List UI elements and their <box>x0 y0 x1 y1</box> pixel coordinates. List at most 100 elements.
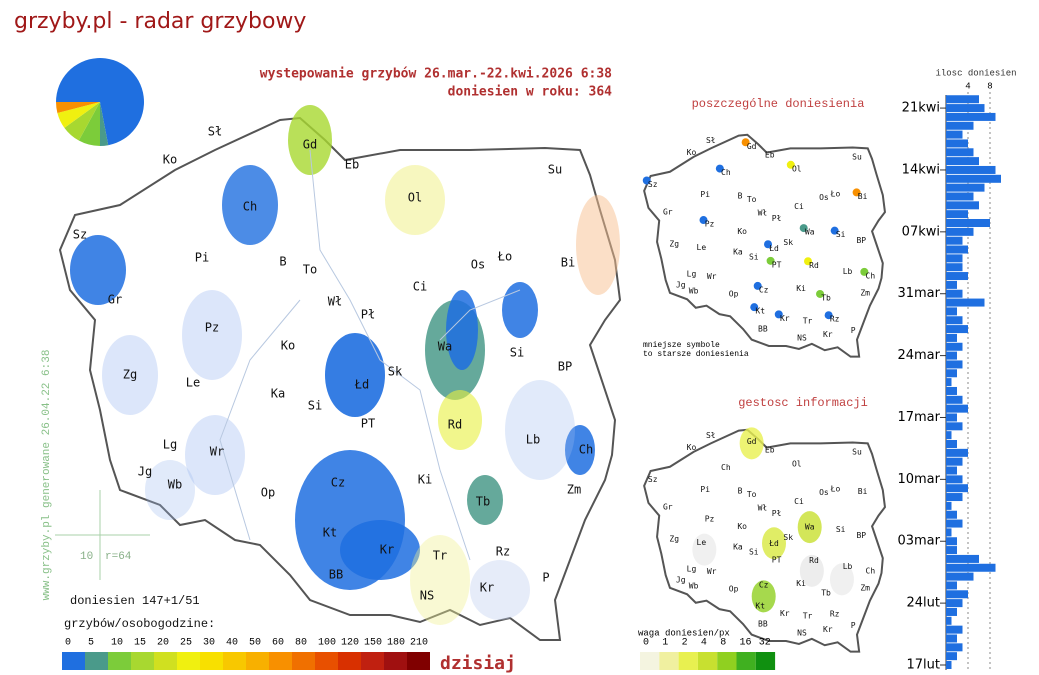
map-label: Jg <box>676 281 686 290</box>
legend-swatch <box>640 652 660 670</box>
map-label: Łd <box>768 539 779 548</box>
histogram-title: ilosc doniesien <box>935 68 1016 78</box>
histogram-bar <box>946 404 968 413</box>
map-label: Ci <box>794 202 804 211</box>
map-label: Wb <box>168 478 182 492</box>
histogram-bar <box>946 378 952 387</box>
map-label: Lg <box>687 564 697 573</box>
report-dot <box>786 160 795 169</box>
map-label: B <box>279 255 286 269</box>
histogram-bar <box>946 174 1001 183</box>
map-label: Bi <box>858 487 868 496</box>
map-label: P <box>851 326 856 335</box>
map-label: Pz <box>205 321 219 335</box>
legend-label: 0 <box>643 638 649 649</box>
map-label: Tb <box>821 588 831 597</box>
histogram-bar <box>946 254 963 263</box>
map-label: Sk <box>783 238 793 247</box>
density-blob <box>340 520 420 580</box>
map-label: Pł <box>772 214 782 223</box>
map-label: Le <box>697 243 707 252</box>
map-label: Tr <box>803 611 813 620</box>
map-label: Sz <box>648 475 658 484</box>
density-blob <box>410 535 470 625</box>
density-blob <box>502 282 538 338</box>
map-label: Kr <box>823 625 833 634</box>
histogram-bar <box>946 139 968 148</box>
y-tick-label: 17lut <box>907 658 941 673</box>
map-label: Ko <box>687 148 697 157</box>
map-label: Os <box>471 258 485 272</box>
histogram-bar <box>946 369 957 378</box>
map-label: Wa <box>438 340 452 354</box>
legend-swatch <box>755 652 776 670</box>
density-blob <box>576 195 620 295</box>
map-label: Pi <box>700 190 710 199</box>
map-label: PT <box>361 417 375 431</box>
map-label: Pi <box>700 485 710 494</box>
map-label: Gr <box>108 293 122 307</box>
legend-label: 100 <box>318 638 336 649</box>
map-label: Lg <box>687 269 697 278</box>
map-label: Pi <box>195 251 209 265</box>
map-label: Łd <box>354 378 369 392</box>
map-label: To <box>303 263 317 277</box>
histogram-bar <box>946 210 968 219</box>
histogram-bar <box>946 475 963 484</box>
map-label: Gr <box>663 208 673 217</box>
map-label: Ol <box>792 459 802 468</box>
density-blob <box>470 560 530 620</box>
histogram-bar <box>946 227 974 236</box>
histogram-bar <box>946 183 985 192</box>
histogram-bar <box>946 607 957 616</box>
map-label: Kr <box>780 609 790 618</box>
map-label: Sł <box>208 125 222 139</box>
legend-swatch <box>62 652 85 670</box>
legend-swatch <box>292 652 315 670</box>
density-blob <box>467 475 503 525</box>
histogram-bar <box>946 360 963 369</box>
y-tick-label: 14kwi <box>902 162 940 177</box>
map-label: Ch <box>866 566 876 575</box>
histogram-bar <box>946 448 968 457</box>
legend-swatch <box>338 652 361 670</box>
map-label: Ka <box>733 543 743 552</box>
histogram-bar <box>946 572 974 581</box>
map-label: To <box>747 195 757 204</box>
map-label: Ko <box>737 522 747 531</box>
legend-swatch <box>108 652 131 670</box>
map-label: Os <box>819 488 829 497</box>
map-label: Kr <box>780 314 790 323</box>
density-blob <box>762 527 787 560</box>
page-title: grzyby.pl - radar grzybowy <box>14 9 306 34</box>
histogram-bar <box>946 599 963 608</box>
map-label: Kr <box>823 330 833 339</box>
pie-slice <box>64 102 100 141</box>
scale-radius: r=64 <box>105 551 132 563</box>
histogram-bar <box>946 112 996 121</box>
histogram-bar <box>946 298 985 307</box>
histogram-bar <box>946 563 996 572</box>
legend-swatch <box>697 652 718 670</box>
legend-label: 150 <box>364 638 382 649</box>
histogram-bar <box>946 590 968 599</box>
legend-swatch <box>154 652 177 670</box>
histogram-bar <box>946 616 952 625</box>
report-dot <box>852 188 861 197</box>
legend-label: 60 <box>272 638 284 649</box>
pie-slice <box>100 102 109 146</box>
legend-label: 0 <box>65 638 71 649</box>
map-label: Cz <box>331 476 345 490</box>
reports-map-title: poszczególne doniesienia <box>692 97 865 111</box>
map-label: Ci <box>413 280 427 294</box>
report-dot <box>774 310 783 319</box>
pie-slice <box>56 58 144 146</box>
map-label: Zg <box>669 240 679 249</box>
map-label: Jg <box>138 465 152 479</box>
legend-label: 16 <box>740 638 752 649</box>
histogram-bar <box>946 333 957 342</box>
legend-label: 15 <box>134 638 146 649</box>
map-label: Bi <box>561 256 575 270</box>
legend-label: 5 <box>88 638 94 649</box>
map-label: Eb <box>765 150 775 159</box>
